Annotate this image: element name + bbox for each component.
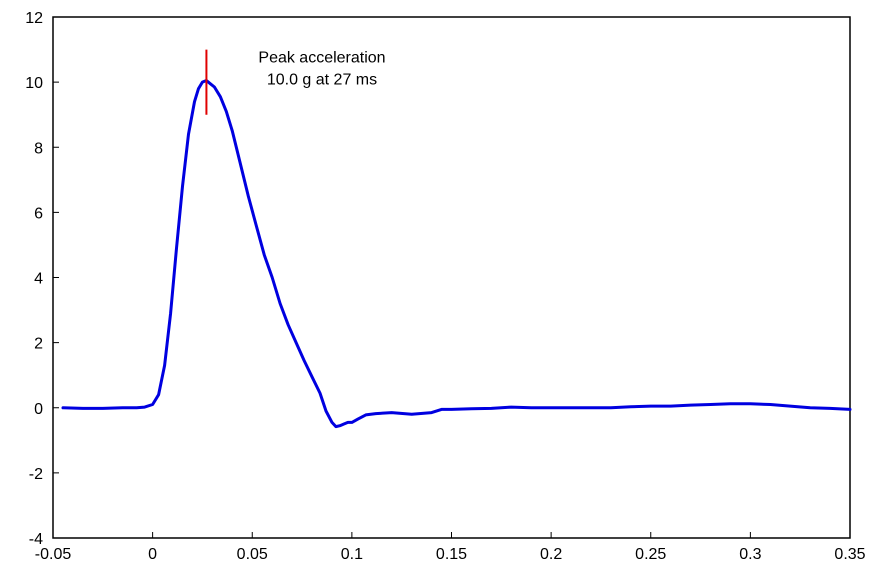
plot-area: [52, 16, 851, 539]
x-tick-label: 0.25: [635, 546, 666, 563]
annotation-line: 10.0 g at 27 ms: [267, 72, 377, 89]
x-tick-label: 0.1: [341, 546, 363, 563]
series-line: [61, 79, 852, 429]
x-tick-label: 0.05: [237, 546, 268, 563]
x-axis: -0.05 0 0.05 0.1 0.15 0.2 0.25 0.3 0.35: [35, 532, 866, 563]
annotation: Peak acceleration 10.0 g at 27 ms: [258, 50, 385, 89]
x-tick-label: 0.3: [739, 546, 761, 563]
y-tick-label: -4: [29, 531, 43, 548]
y-tick-label: 8: [34, 140, 43, 157]
y-tick-label: 4: [34, 271, 43, 288]
y-tick-label: 10: [25, 75, 43, 92]
x-tick-label: 0.2: [540, 546, 562, 563]
annotation-line: Peak acceleration: [258, 50, 385, 67]
y-tick-label: 2: [34, 336, 43, 353]
x-tick-label: 0.15: [436, 546, 467, 563]
y-tick-label: 12: [25, 10, 43, 27]
y-tick-label: 0: [34, 401, 43, 418]
y-tick-label: -2: [29, 466, 43, 483]
x-tick-label: -0.05: [35, 546, 72, 563]
x-tick-label: 0: [148, 546, 157, 563]
x-tick-label: 0.35: [834, 546, 865, 563]
y-axis: -4 -2 0 2 4 6 8 10 12: [25, 10, 59, 548]
y-tick-label: 6: [34, 205, 43, 222]
series-layer: [61, 79, 852, 429]
